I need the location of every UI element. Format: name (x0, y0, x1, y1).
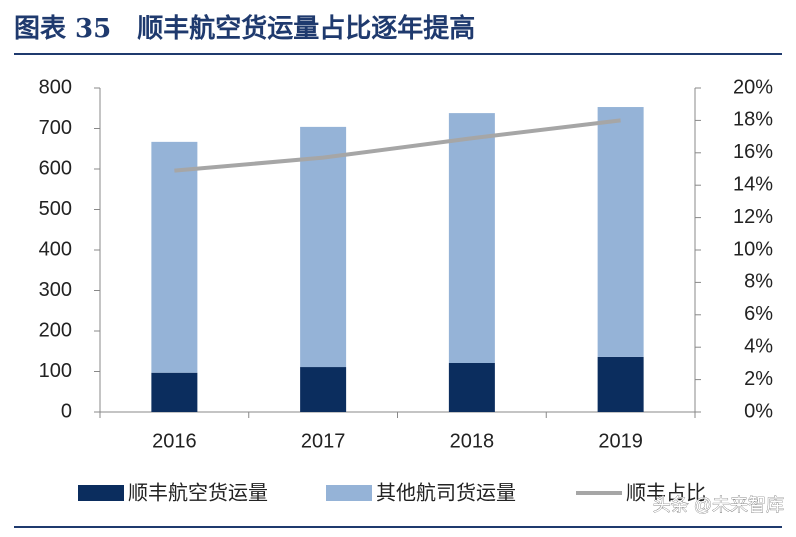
y2-tick-label: 10% (733, 238, 773, 260)
x-tick-label: 2016 (152, 430, 197, 452)
y2-tick-label: 20% (733, 76, 773, 98)
y2-tick-label: 16% (733, 141, 773, 163)
y-tick-label: 700 (39, 117, 72, 139)
y-tick-label: 100 (39, 360, 72, 382)
y2-tick-label: 12% (733, 206, 773, 228)
y2-tick-label: 4% (744, 335, 773, 357)
x-tick-label: 2018 (450, 430, 495, 452)
y2-tick-label: 8% (744, 271, 773, 293)
bar (597, 107, 644, 357)
watermark: 头条 @未来智库 (653, 495, 784, 515)
y-tick-label: 200 (39, 319, 72, 341)
legend-swatch (78, 485, 124, 501)
x-tick-label: 2017 (301, 430, 346, 452)
bar (448, 362, 495, 412)
legend-label: 顺丰航空货运量 (128, 481, 268, 504)
legend-label: 顺丰占比 (626, 481, 706, 504)
bar (448, 113, 495, 363)
x-tick-label: 2019 (598, 430, 643, 452)
y-tick-label: 400 (39, 238, 72, 260)
bar (151, 141, 198, 373)
y2-tick-label: 0% (744, 400, 773, 422)
line (174, 118, 621, 173)
y-tick-label: 500 (39, 198, 72, 220)
y-tick-label: 800 (39, 76, 72, 98)
y2-tick-label: 18% (733, 109, 773, 131)
bar (300, 126, 347, 368)
y-tick-label: 300 (39, 279, 72, 301)
bar (597, 356, 644, 412)
y2-tick-label: 6% (744, 303, 773, 325)
bar (300, 367, 347, 412)
legend-label: 其他航司货运量 (376, 481, 516, 504)
y-tick-label: 600 (39, 157, 72, 179)
y-tick-label: 0 (61, 400, 72, 422)
y2-tick-label: 2% (744, 368, 773, 390)
chart-title: 图表 35 顺丰航空货运量占比逐年提高 (14, 13, 475, 44)
y2-tick-label: 14% (733, 173, 773, 195)
legend-swatch (326, 485, 372, 501)
bar (151, 372, 198, 412)
